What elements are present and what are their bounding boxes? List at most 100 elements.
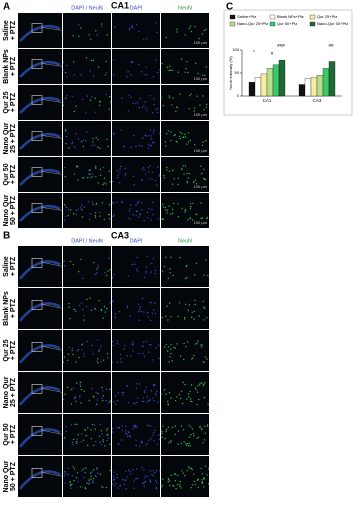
micrograph: [112, 456, 160, 497]
cell: [151, 171, 153, 173]
roi-box: [31, 59, 43, 69]
cell: [64, 129, 67, 131]
cell: [91, 96, 93, 98]
cell: [193, 354, 195, 357]
cell: [90, 438, 93, 440]
cell: [203, 361, 205, 364]
cell: [187, 444, 190, 447]
cell: [120, 129, 123, 131]
cell: [109, 469, 112, 472]
cell: [147, 143, 149, 145]
cell: [68, 346, 71, 349]
cell: [168, 97, 170, 99]
cell: [114, 395, 117, 397]
cell: [109, 443, 111, 445]
micrograph: [63, 121, 111, 156]
cell: [150, 144, 152, 147]
cell: [176, 31, 178, 33]
cell: [195, 62, 197, 64]
cell: [149, 145, 151, 147]
cell: [141, 400, 143, 403]
cell: [169, 272, 171, 274]
cell: [73, 74, 76, 76]
cell: [187, 341, 189, 343]
cell: [144, 474, 147, 477]
cell: [151, 208, 153, 211]
cell: [129, 470, 131, 472]
cell: [138, 352, 140, 355]
cell: [82, 439, 85, 441]
cell: [168, 95, 171, 97]
micrograph: [161, 121, 209, 156]
cell: [108, 108, 110, 110]
cell: [94, 308, 97, 311]
cell: [76, 350, 79, 352]
cell: [141, 297, 144, 300]
cell: [192, 219, 194, 221]
cell: [81, 216, 84, 218]
cell: [93, 396, 95, 398]
cell: [65, 215, 67, 217]
cell: [89, 70, 91, 72]
cell: [163, 177, 165, 179]
micrograph: [161, 85, 209, 120]
cell: [136, 203, 139, 205]
cell: [136, 477, 138, 480]
cell: [206, 425, 209, 427]
cell: [167, 130, 170, 132]
cell: [66, 76, 68, 78]
roi-line: [41, 99, 64, 103]
cell: [88, 173, 90, 175]
cell: [152, 76, 154, 78]
cell: [150, 425, 152, 427]
cell: [94, 216, 97, 219]
cell: [112, 180, 114, 183]
cell: [197, 72, 199, 75]
cell: [188, 304, 191, 306]
cell: [116, 176, 119, 179]
micrograph: [63, 13, 111, 48]
cell: [165, 343, 167, 346]
cell: [203, 177, 205, 180]
cell: [133, 184, 135, 186]
cell: [193, 110, 195, 112]
tissue-layer: [19, 344, 61, 364]
cell: [78, 356, 80, 359]
cell: [98, 211, 101, 214]
cell: [179, 135, 181, 138]
cell: [198, 398, 200, 401]
cell: [102, 486, 104, 489]
cell: [113, 274, 115, 276]
cell: [136, 24, 138, 26]
cell: [101, 202, 104, 204]
cell: [104, 311, 107, 313]
roi-box: [31, 23, 43, 33]
micrograph: [112, 372, 160, 413]
legend-swatch: [269, 21, 276, 27]
cell: [142, 400, 145, 403]
row-label: 25 + PTZ: [10, 123, 17, 153]
cell: [134, 427, 136, 429]
cell: [130, 96, 132, 99]
cell: [138, 106, 140, 109]
cell: [198, 315, 200, 317]
cell: [158, 357, 160, 360]
cell: [139, 445, 141, 447]
cell: [206, 216, 208, 219]
cell: [81, 177, 84, 179]
cell: [103, 182, 105, 184]
y-axis-label: NeuN intensity (%): [228, 56, 233, 90]
cell: [147, 147, 150, 150]
scale-bar-label: 100 µm: [194, 148, 208, 153]
cell: [79, 304, 81, 307]
tissue-layer: [19, 168, 61, 186]
cell: [129, 436, 131, 438]
cell: [177, 443, 179, 445]
panel-label: C: [226, 2, 233, 13]
micrograph: [112, 414, 160, 455]
cell: [94, 474, 97, 477]
cell: [64, 71, 67, 74]
cell: [124, 479, 126, 481]
cell: [63, 260, 65, 262]
cell: [148, 351, 150, 353]
